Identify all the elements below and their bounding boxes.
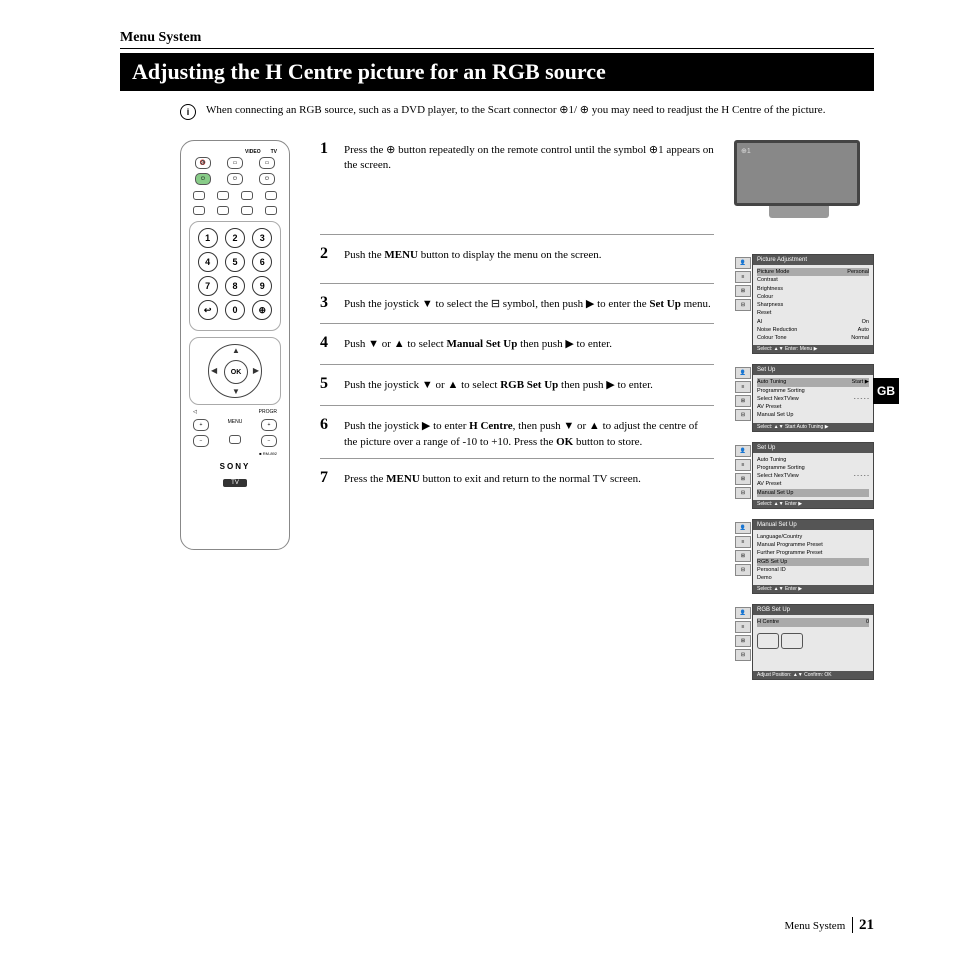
info-icon: i [180, 104, 196, 120]
osd-menu-4: 👤≡⊞⊟RGB Set UpH Centre0Adjust Position: … [752, 604, 874, 680]
language-tab: GB [873, 378, 899, 404]
num-5: 5 [225, 252, 245, 272]
step-6: 6Push the joystick ▶ to enter H Centre, … [320, 412, 714, 459]
instruction-steps: 1Press the ⊕ button repeatedly on the re… [320, 140, 714, 690]
remote-dpad: ▲ ▼ ◀ ▶ OK [208, 344, 262, 398]
page-footer: Menu System 21 [784, 917, 874, 934]
osd-menu-2: 👤≡⊞⊟Set UpAuto TuningProgramme SortingSe… [752, 442, 874, 509]
num-8: 8 [225, 276, 245, 296]
osd-menu-1: 👤≡⊞⊟Set UpAuto TuningStart ▶Programme So… [752, 364, 874, 431]
num-2: 2 [225, 228, 245, 248]
step-4: 4Push ▼ or ▲ to select Manual Set Up the… [320, 330, 714, 365]
page-title: Adjusting the H Centre picture for an RG… [120, 53, 874, 91]
num-3: 3 [252, 228, 272, 248]
osd-menu-0: 👤≡⊞⊟Picture AdjustmentPicture ModePerson… [752, 254, 874, 354]
step-7: 7Press the MENU button to exit and retur… [320, 465, 714, 497]
num-4: 4 [198, 252, 218, 272]
step-3: 3Push the joystick ▼ to select the ⊟ sym… [320, 290, 714, 323]
num-9: 9 [252, 276, 272, 296]
num-0: 0 [225, 300, 245, 320]
remote-numpad: 123 456 789 ↩ 0 ⊕ [189, 221, 281, 331]
osd-menu-3: 👤≡⊞⊟Manual Set UpLanguage/CountryManual … [752, 519, 874, 595]
remote-control-illustration: VIDEO TV 🔇 ▭ ▭ ⏻ ⏻ ⏻ [180, 140, 290, 550]
num-6: 6 [252, 252, 272, 272]
tv-illustration: ⊕1 [734, 140, 864, 220]
section-header: Menu System [120, 30, 874, 49]
num-⊕: ⊕ [252, 300, 272, 320]
step-5: 5Push the joystick ▼ or ▲ to select RGB … [320, 371, 714, 406]
intro-text: When connecting an RGB source, such as a… [206, 103, 825, 118]
step-2: 2Push the MENU button to display the men… [320, 241, 714, 284]
num-7: 7 [198, 276, 218, 296]
num-1: 1 [198, 228, 218, 248]
num-↩: ↩ [198, 300, 218, 320]
step-1: 1Press the ⊕ button repeatedly on the re… [320, 140, 714, 235]
